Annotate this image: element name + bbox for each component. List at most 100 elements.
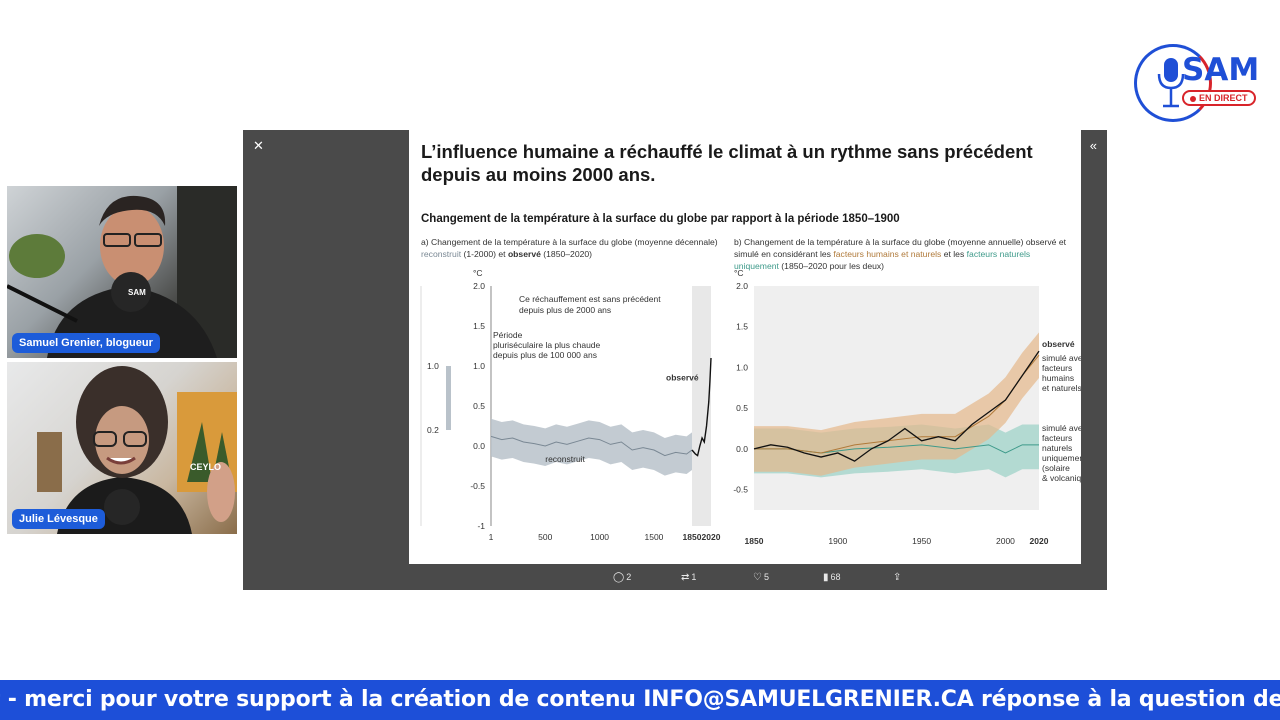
reconstruit-uncertainty-band bbox=[491, 418, 692, 476]
reply-icon: ◯ bbox=[613, 572, 625, 583]
humains-label-line: facteurs bbox=[1042, 363, 1072, 373]
participant-name-tag: Julie Lévesque bbox=[12, 509, 105, 529]
x-tick-label: 1500 bbox=[644, 532, 663, 542]
views-icon: ▮ bbox=[823, 572, 829, 583]
share-icon: ⇪ bbox=[893, 572, 902, 583]
inset-range-bar bbox=[446, 366, 451, 430]
inset-bottom-label: 0.2 bbox=[427, 425, 439, 435]
y-tick-label: 1.5 bbox=[736, 322, 748, 332]
y-tick-label: 0.0 bbox=[473, 441, 485, 451]
observed-period-shade bbox=[692, 286, 711, 526]
live-badge: EN DIRECT bbox=[1182, 90, 1256, 106]
x-tick-label: 2020 bbox=[702, 532, 721, 542]
close-icon[interactable]: ✕ bbox=[253, 138, 264, 153]
y-tick-label: 0.5 bbox=[473, 401, 485, 411]
caption-b-part3: (1850–2020 pour les deux) bbox=[778, 261, 885, 271]
like-count: 5 bbox=[763, 572, 769, 582]
y-tick-label: 1.0 bbox=[736, 362, 748, 372]
temperature-charts: °C2.01.51.00.50.0-0.5-11 500 1000 1500 1850 2… bbox=[420, 270, 1081, 546]
caption-b-part2: et les bbox=[941, 249, 967, 259]
shared-screen: ✕ « L’influence humaine a réchauffé le c… bbox=[243, 130, 1107, 590]
y-tick-label: 2.0 bbox=[736, 281, 748, 291]
x-tick-label: 500 bbox=[538, 532, 552, 542]
inset-top-label: 1.0 bbox=[427, 361, 439, 371]
y-tick-label: 2.0 bbox=[473, 281, 485, 291]
inset-text-line: pluriséculaire la plus chaude bbox=[493, 340, 601, 350]
x-tick-label: 1950 bbox=[912, 536, 931, 546]
participant-silhouette-icon bbox=[37, 366, 237, 534]
y-axis-unit-a: °C bbox=[473, 270, 483, 278]
repost-icon: ⇄ bbox=[681, 572, 690, 583]
reply-count: 2 bbox=[626, 572, 632, 582]
y-tick-label: -0.5 bbox=[470, 481, 485, 491]
post-action-bar: ◯ 2 ⇄ 1 ♡ 5 ▮ 68 ⇪ bbox=[409, 564, 1081, 590]
naturels-label-line: naturels bbox=[1042, 443, 1072, 453]
caption-a-part1: a) Changement de la température à la sur… bbox=[421, 237, 718, 247]
repost-button[interactable]: ⇄ 1 bbox=[681, 572, 696, 583]
views-count: 68 bbox=[830, 572, 841, 582]
naturels-label-line: simulé avec bbox=[1042, 423, 1081, 433]
slide-title: L’influence humaine a réchauffé le clima… bbox=[421, 141, 1033, 185]
caption-a-part3: (1850–2020) bbox=[540, 249, 593, 259]
caption-b-humains: facteurs humains et naturels bbox=[833, 249, 942, 259]
reconstruit-label: reconstruit bbox=[545, 454, 585, 464]
like-button[interactable]: ♡ 5 bbox=[753, 572, 769, 583]
news-ticker: t - merci pour votre support à la créati… bbox=[0, 680, 1280, 720]
caption-a: a) Changement de la température à la sur… bbox=[421, 236, 731, 260]
humains-uncertainty-band bbox=[754, 332, 1039, 476]
share-button[interactable]: ⇪ bbox=[893, 572, 903, 583]
caption-a-observe: observé bbox=[507, 249, 541, 259]
y-tick-label: -1 bbox=[477, 521, 485, 531]
observe-label-b: observé bbox=[1042, 339, 1075, 349]
reconstruit-line bbox=[490, 435, 693, 457]
observe-label-a: observé bbox=[666, 372, 699, 382]
observe-line-b bbox=[753, 350, 1040, 462]
reply-button[interactable]: ◯ 2 bbox=[613, 572, 631, 583]
y-tick-label: -0.5 bbox=[733, 485, 748, 495]
humains-label-line: et naturels bbox=[1042, 383, 1081, 393]
participant-name-tag: Samuel Grenier, blogueur bbox=[12, 333, 160, 353]
y-tick-label: 1.0 bbox=[473, 361, 485, 371]
x-tick-label: 1000 bbox=[590, 532, 609, 542]
naturels-label-line: uniquement bbox=[1042, 453, 1081, 463]
naturels-label-line: (solaire bbox=[1042, 463, 1070, 473]
participant-video-samuel: SAM Samuel Grenier, blogueur bbox=[7, 186, 237, 358]
annotation-line2: depuis plus de 2000 ans bbox=[519, 305, 611, 315]
x-tick-label: 1900 bbox=[828, 536, 847, 546]
inset-text-line: Période bbox=[493, 330, 523, 340]
mic-logo-text: SAM bbox=[128, 288, 146, 297]
inset-text-line: depuis plus de 100 000 ans bbox=[493, 350, 597, 360]
logo-text: SAM bbox=[1182, 52, 1260, 88]
participant-video-julie: CEYLO Julie Lévesque bbox=[7, 362, 237, 534]
live-badge-label: EN DIRECT bbox=[1199, 93, 1248, 103]
annotation-line1: Ce réchauffement est sans précédent bbox=[519, 294, 661, 304]
views-button[interactable]: ▮ 68 bbox=[823, 572, 841, 583]
x-tick-label: 2020 bbox=[1030, 536, 1049, 546]
live-dot-icon bbox=[1190, 95, 1196, 102]
y-tick-label: 1.5 bbox=[473, 321, 485, 331]
logo-ring bbox=[1134, 44, 1212, 122]
y-tick-label: 0.0 bbox=[736, 444, 748, 454]
caption-b-naturels: facteurs naturels uniquement bbox=[734, 249, 1031, 271]
humains-label-line: simulé avec bbox=[1042, 353, 1081, 363]
naturels-label-line: & volcanique) bbox=[1042, 473, 1081, 483]
caption-b: b) Changement de la température à la sur… bbox=[734, 236, 1074, 272]
caption-a-part2: (1-2000) et bbox=[461, 249, 508, 259]
slide-document: L’influence humaine a réchauffé le clima… bbox=[409, 130, 1081, 564]
ticker-text: t - merci pour votre support à la créati… bbox=[0, 687, 1280, 712]
humains-label-line: humains bbox=[1042, 373, 1074, 383]
heart-icon: ♡ bbox=[753, 572, 762, 583]
caption-b-part1: b) Changement de la température à la sur… bbox=[734, 237, 1067, 259]
sam-logo: SAM EN DIRECT bbox=[1134, 44, 1260, 122]
observe-line-a bbox=[691, 357, 712, 457]
x-tick-label: 1850 bbox=[745, 536, 764, 546]
collapse-icon[interactable]: « bbox=[1089, 138, 1097, 153]
naturels-label-line: facteurs bbox=[1042, 433, 1072, 443]
microphone-icon bbox=[1157, 58, 1185, 108]
caption-a-reconstruit: reconstruit bbox=[421, 249, 462, 259]
x-tick-label: 1850 bbox=[683, 532, 702, 542]
y-tick-label: 0.5 bbox=[736, 403, 748, 413]
x-tick-label: 2000 bbox=[996, 536, 1015, 546]
y-axis-unit-b: °C bbox=[734, 270, 744, 278]
poster-text: CEYLO bbox=[190, 462, 222, 472]
